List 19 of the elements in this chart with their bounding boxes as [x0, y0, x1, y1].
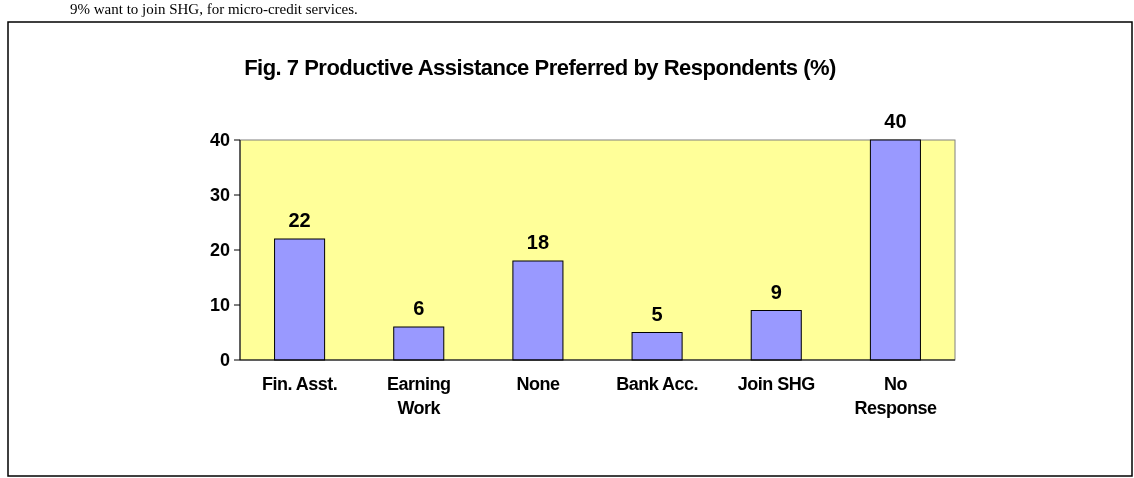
x-tick-label: Bank Acc.	[616, 374, 699, 394]
y-tick-label: 30	[209, 185, 230, 206]
y-tick-label: 40	[209, 130, 230, 151]
x-tick-label: None	[516, 374, 560, 394]
x-tick-label: No Response	[854, 374, 937, 418]
data-label: 40	[884, 110, 907, 132]
y-tick-label: 20	[209, 240, 230, 261]
data-label: 9	[770, 280, 782, 303]
y-tick-label: 0	[219, 350, 230, 371]
x-tick-label: Earning Work	[386, 374, 451, 418]
data-label: 6	[413, 297, 425, 319]
y-tick-label: 10	[209, 295, 230, 316]
chart-title: Fig. 7 Productive Assistance Preferred by Respondents (%)	[244, 55, 837, 80]
data-label: 22	[288, 209, 311, 231]
text: 9% want to join SHG, for micro-credit services.	[70, 1, 358, 17]
data-label: 18	[526, 231, 550, 253]
data-label: 5	[651, 302, 663, 325]
x-tick-label: Fin. Asst.	[261, 374, 338, 394]
x-tick-label: Join SHG	[737, 374, 815, 394]
